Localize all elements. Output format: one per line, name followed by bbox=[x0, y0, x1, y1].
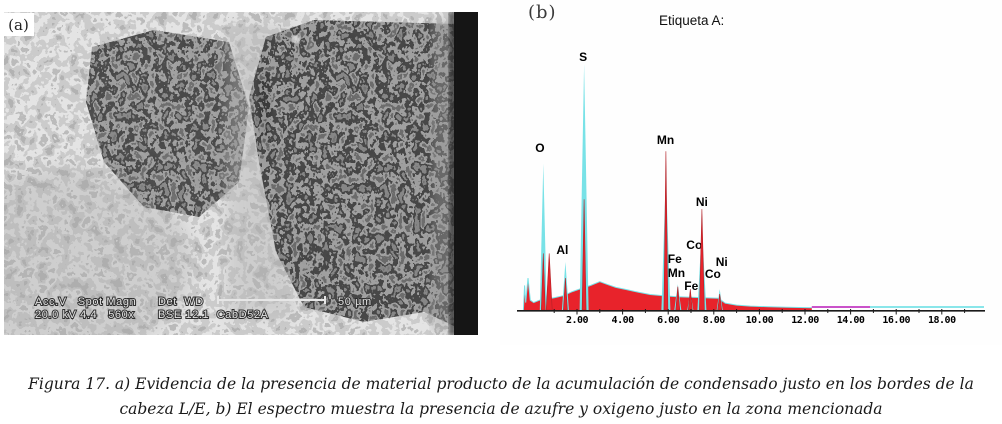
peak-label-Mn: Mn bbox=[668, 266, 685, 280]
caption-line-1: Figura 17. a) Evidencia de la presencia … bbox=[28, 375, 974, 393]
sem-scale-bar bbox=[217, 296, 326, 304]
peak-label-Fe: Fe bbox=[684, 279, 698, 293]
spectrum-continuum bbox=[523, 278, 812, 310]
x-tick-label: 4.00 bbox=[612, 315, 635, 326]
peak-label-O: O bbox=[535, 141, 544, 155]
x-tick-label: 14.00 bbox=[837, 315, 865, 326]
peak-line-S bbox=[579, 64, 589, 310]
peak-label-S: S bbox=[579, 50, 587, 64]
x-tick-label: 2.00 bbox=[566, 315, 589, 326]
peak-label-Mn: Mn bbox=[657, 133, 674, 147]
panel-a-label: (a) bbox=[3, 13, 34, 36]
x-tick-label: 6.00 bbox=[657, 315, 680, 326]
sem-black-band bbox=[454, 12, 478, 335]
peak-label-Co: Co bbox=[686, 238, 702, 252]
sem-image: Acc.V Spot Magn Det WD 20.0 kV 4.4 560x … bbox=[0, 12, 478, 357]
sem-bar-labels-right: Det WD bbox=[158, 296, 204, 308]
x-tick-label: 12.00 bbox=[791, 315, 819, 326]
spectrum-title: Etiqueta A: bbox=[659, 13, 725, 28]
sem-bar-labels-left: Acc.V Spot Magn bbox=[35, 296, 136, 308]
eds-spectrum-panel: (b) Etiqueta A: O Al S Mn Fe Mn Co Fe Ni Co Ni 2.00… bbox=[500, 0, 1002, 345]
peak-label-Co: Co bbox=[705, 267, 721, 281]
spectrum-trace bbox=[522, 277, 812, 311]
peak-label-Al: Al bbox=[556, 243, 568, 257]
x-tick-label: 8.00 bbox=[703, 315, 726, 326]
x-tick-label: 18.00 bbox=[928, 315, 956, 326]
figure-caption: Figura 17. a) Evidencia de la presencia … bbox=[0, 372, 1002, 422]
peak-label-Ni: Ni bbox=[696, 195, 708, 209]
sem-micrograph-panel: Acc.V Spot Magn Det WD 20.0 kV 4.4 560x … bbox=[0, 12, 478, 357]
peak-fill-bg bbox=[545, 253, 553, 311]
x-tick-label: 10.00 bbox=[746, 315, 774, 326]
panel-b-label: (b) bbox=[528, 2, 557, 23]
peak-label-Fe: Fe bbox=[668, 252, 682, 266]
sem-scale-text: 50 µm bbox=[338, 296, 372, 308]
peak-label-Ni: Ni bbox=[716, 255, 728, 269]
sem-black-band-edge bbox=[449, 12, 456, 335]
x-tick-label: 16.00 bbox=[882, 315, 910, 326]
sem-bar-values-right: BSE 12.1 CabD52A bbox=[158, 309, 269, 321]
peak-line-O bbox=[539, 163, 547, 310]
sem-light-zone bbox=[0, 167, 194, 357]
sem-bright-spot bbox=[292, 35, 300, 43]
caption-line-2: cabeza L/E, b) El espectro muestra la pr… bbox=[119, 400, 883, 418]
sem-bar-values-left: 20.0 kV 4.4 560x bbox=[35, 309, 134, 321]
peak-fill-Ni bbox=[699, 209, 705, 311]
